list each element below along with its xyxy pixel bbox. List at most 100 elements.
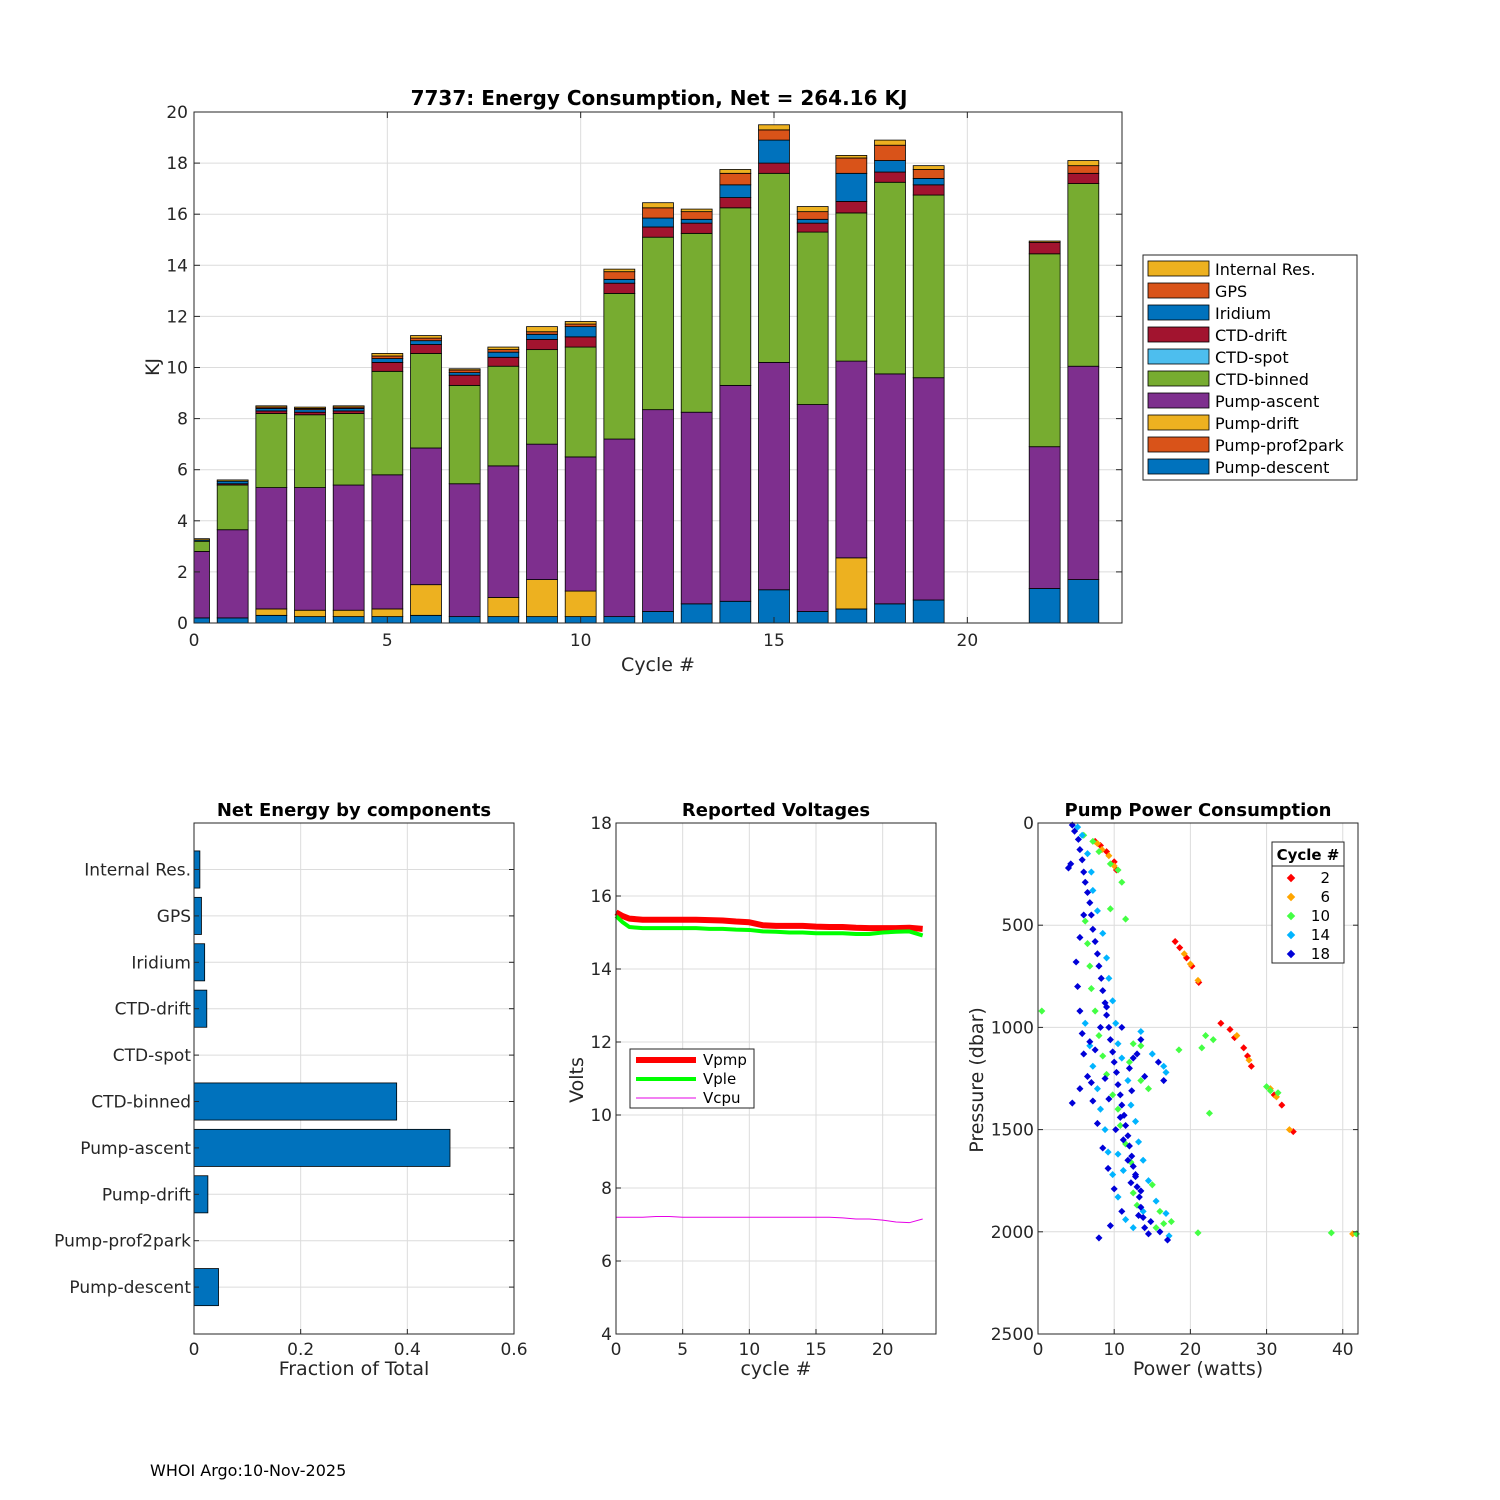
pump-legend-marker [1286, 949, 1296, 959]
energy-legend-label: CTD-spot [1215, 348, 1289, 367]
components-chart-xtick-label: 0.4 [394, 1340, 421, 1360]
pump-chart-xtick-label: 0 [1033, 1340, 1044, 1360]
energy-bar-segment [526, 326, 558, 333]
pump-point-cycle-14 [1137, 1027, 1145, 1036]
energy-bar-segment [603, 271, 636, 280]
pump-point-cycle-14 [1118, 1054, 1126, 1062]
pump-point-cycle-14 [1114, 1193, 1122, 1201]
pump-point-cycle-18 [1076, 846, 1084, 854]
energy-bar-segment [912, 377, 945, 601]
pump-chart-xlabel: Power (watts) [1133, 1358, 1263, 1380]
energy-bar-segment [835, 557, 868, 610]
energy-bar-segment [796, 222, 829, 233]
energy-bar-segment [526, 338, 558, 351]
energy-bar-segment [526, 333, 558, 340]
energy-bar-segment [1028, 446, 1061, 589]
energy-bar-segment [410, 340, 442, 345]
voltages-chart-ticks: 0 5 10 15 20 4 6 8 10 12 14 16 18 [590, 814, 893, 1360]
pump-point-cycle-18 [1095, 962, 1103, 970]
pump-point-cycle-18 [1109, 1048, 1117, 1056]
pump-legend-marker [1286, 930, 1296, 940]
energy-bar-segment [719, 169, 752, 174]
energy-bar-segment [193, 538, 210, 541]
pump-point-cycle-14 [1129, 1224, 1137, 1232]
pump-point-cycle-18 [1072, 958, 1080, 966]
pump-point-cycle-18 [1093, 950, 1101, 958]
component-bar [193, 1128, 451, 1167]
energy-bar-segment [912, 184, 945, 196]
pump-point-cycle-18 [1106, 1222, 1114, 1230]
pump-point-cycle-18 [1124, 1132, 1132, 1140]
energy-bar-segment [332, 609, 365, 618]
energy-bar-segment [1067, 165, 1100, 174]
pump-point-cycle-14 [1105, 974, 1113, 982]
energy-bar-segment [216, 529, 249, 619]
energy-bar-segment [564, 336, 597, 348]
energy-bar-segment [526, 616, 558, 624]
pump-point-cycle-10 [1129, 1189, 1137, 1197]
pump-point-cycle-14 [1104, 1148, 1112, 1156]
energy-bar-segment [912, 599, 945, 624]
pump-point-cycle-14 [1124, 1077, 1132, 1085]
pump-point-cycle-10 [1129, 1040, 1137, 1048]
energy-bar-segment [874, 160, 906, 173]
energy-bar-segment [332, 405, 365, 408]
energy-bar-segment [410, 353, 442, 449]
pump-point-cycle-14 [1109, 1171, 1117, 1179]
components-chart-category-label: Internal Res. [84, 861, 191, 881]
pump-point-cycle-10 [1122, 915, 1130, 923]
pump-point-cycle-18 [1112, 1126, 1120, 1134]
energy-bar-segment [255, 413, 288, 488]
pump-point-cycle-18 [1099, 987, 1107, 995]
energy-bar-segment [564, 590, 597, 618]
energy-chart-xtick-label: 10 [570, 631, 592, 651]
voltages-chart-xtick-label: 5 [677, 1340, 688, 1360]
pump-point-cycle-14 [1089, 1062, 1097, 1070]
voltage-line-vple [614, 914, 924, 938]
energy-bar-segment [216, 617, 249, 624]
energy-bar-segment [255, 608, 288, 616]
pump-point-cycle-18 [1087, 1079, 1095, 1087]
energy-bar-segment [294, 616, 326, 624]
energy-bar-segment [410, 584, 442, 616]
energy-legend-swatch [1147, 304, 1210, 321]
components-chart-category-label: GPS [157, 907, 191, 927]
energy-chart-ytick-label: 14 [166, 256, 188, 276]
pump-point-cycle-14 [1099, 929, 1107, 937]
pump-chart-ytick-label: 2500 [991, 1325, 1034, 1345]
voltages-chart-lines [614, 909, 924, 1224]
energy-chart-legend[interactable]: Internal Res. GPS Iridium CTD-drift CTD-spot… [1142, 254, 1358, 481]
energy-bar-segment [410, 614, 442, 624]
pump-point-cycle-2 [1171, 938, 1179, 946]
components-chart-ticks: 0 0.2 0.4 0.6 Internal Res. GPS Iridium CTD-dri… [54, 861, 527, 1361]
energy-chart-ytick-label: 20 [166, 103, 188, 123]
pump-point-cycle-10 [1194, 1229, 1202, 1237]
pump-point-cycle-14 [1093, 1085, 1101, 1093]
components-chart-xtick-label: 0.2 [287, 1340, 314, 1360]
energy-legend-label: Pump-ascent [1215, 392, 1319, 411]
energy-legend-swatch [1147, 282, 1210, 299]
voltages-legend-label: Vcpu [703, 1089, 741, 1107]
pump-legend-marker [1286, 911, 1296, 921]
energy-bar-segment [835, 155, 868, 159]
energy-legend-swatch [1147, 348, 1210, 365]
energy-legend-label: Pump-descent [1215, 458, 1329, 477]
components-chart-xtick-label: 0.6 [500, 1340, 527, 1360]
energy-bar-segment [1028, 240, 1061, 243]
pump-point-cycle-18 [1076, 1085, 1084, 1093]
pump-chart-ytick-label: 0 [1023, 814, 1034, 834]
pump-point-cycle-14 [1093, 907, 1101, 915]
energy-chart-ytick-label: 6 [177, 461, 188, 481]
voltages-chart-ytick-label: 16 [590, 887, 612, 907]
energy-bar-segment [371, 474, 404, 610]
energy-bar-segment [216, 484, 249, 531]
pump-point-cycle-10 [1083, 940, 1092, 948]
energy-bar-segment [642, 236, 674, 411]
components-chart-grid [193, 823, 515, 1334]
energy-bar-segment [874, 603, 906, 624]
energy-bar-segment [294, 406, 326, 409]
energy-bar-segment [796, 404, 829, 612]
energy-chart-ticks: 0 5 10 15 20 0 2 4 6 8 10 12 14 16 18 20 [166, 103, 1122, 651]
